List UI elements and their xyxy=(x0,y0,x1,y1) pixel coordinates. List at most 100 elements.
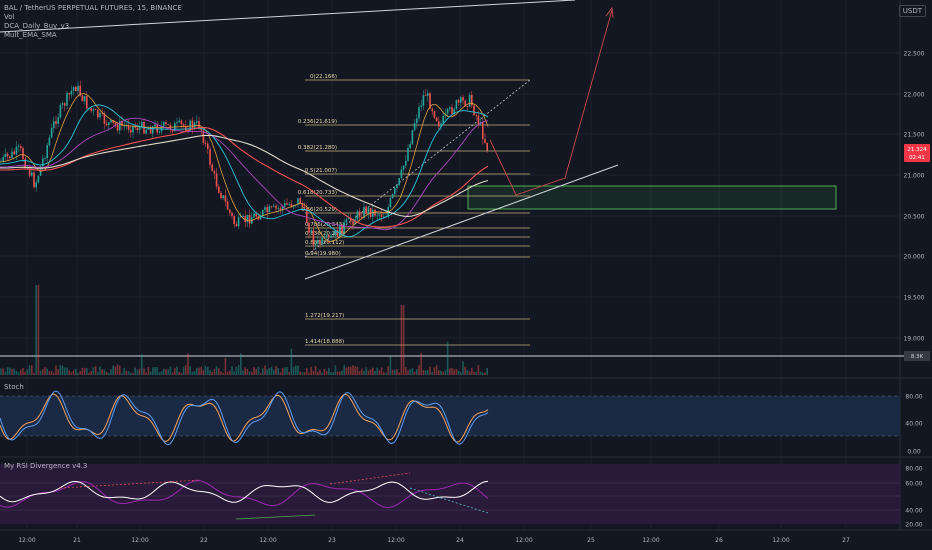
candle-body xyxy=(185,125,187,131)
volume-bar xyxy=(385,372,387,375)
candle-body xyxy=(253,213,255,218)
candle-body xyxy=(328,235,330,238)
volume-bar xyxy=(281,367,284,375)
volume-bar xyxy=(479,371,482,375)
candle-body xyxy=(235,224,238,227)
rsi-line xyxy=(0,480,489,503)
fib-level-label: 0.5(21.007) xyxy=(305,168,337,174)
currency-badge[interactable]: USDT xyxy=(898,5,926,17)
volume-bar xyxy=(127,371,130,375)
candle-body xyxy=(163,122,165,127)
volume-bar xyxy=(455,368,458,375)
candle-body xyxy=(180,120,183,125)
volume-bar xyxy=(134,367,136,375)
volume-bar xyxy=(277,367,279,375)
volume-bar xyxy=(64,367,66,375)
volume-bar xyxy=(438,370,440,375)
candle-body xyxy=(330,235,332,238)
indicator-vol[interactable]: Vol xyxy=(4,13,15,21)
volume-bar xyxy=(442,371,444,375)
volume-bar xyxy=(268,368,271,375)
candle-body xyxy=(303,207,306,209)
candle-body xyxy=(68,93,70,95)
indicator-ema-sma[interactable]: Mult_EMA_SMA xyxy=(4,31,57,39)
fib-level-label: 0.786(20.343) xyxy=(305,222,344,228)
stoch-title: Stoch xyxy=(4,383,24,391)
candle-body xyxy=(396,185,398,189)
time-axis-label: 12:00 xyxy=(259,537,276,544)
fib-level-label: 0(22.166) xyxy=(310,74,337,80)
candle-body xyxy=(473,105,475,116)
volume-bar xyxy=(191,371,194,375)
volume-bar xyxy=(347,366,350,375)
time-axis-label: 12:00 xyxy=(387,537,404,544)
volume-bar xyxy=(180,372,183,375)
candle-body xyxy=(389,198,392,208)
candle-body xyxy=(178,120,180,122)
volume-bar xyxy=(369,369,372,375)
volume-bar xyxy=(152,367,154,375)
volume-bar xyxy=(53,372,55,375)
candle-body xyxy=(297,198,299,205)
candle-body xyxy=(374,209,376,216)
candle-body xyxy=(83,95,86,102)
volume-bar xyxy=(149,371,152,375)
volume-bar xyxy=(273,369,275,375)
candle-body xyxy=(141,122,143,127)
volume-bar xyxy=(376,367,378,375)
candle-body xyxy=(240,216,242,218)
time-axis-label: 27 xyxy=(842,537,850,544)
candle-body xyxy=(306,208,308,223)
candle-body xyxy=(270,206,273,208)
volume-bar xyxy=(101,369,103,375)
volume-bar xyxy=(306,368,308,375)
volume-bar xyxy=(33,372,35,375)
candle-body xyxy=(394,188,396,195)
time-axis-label: 23 xyxy=(328,537,336,544)
volume-bar xyxy=(222,372,224,375)
candle-body xyxy=(167,124,169,125)
time-axis-label: 25 xyxy=(587,537,595,544)
candle-body xyxy=(64,103,66,106)
volume-bar xyxy=(270,366,273,375)
volume-bar xyxy=(444,370,447,375)
volume-bar xyxy=(387,366,389,375)
candle-body xyxy=(9,156,11,159)
candle-body xyxy=(268,206,271,213)
volume-bar xyxy=(163,368,165,375)
bar-countdown: 02:41 xyxy=(909,155,925,161)
volume-bar xyxy=(182,366,185,375)
volume-bar xyxy=(55,365,57,375)
price-axis-label: 20.000 xyxy=(904,254,925,261)
alt-badge-value: 8.3K xyxy=(911,354,924,360)
stoch-axis-label: 0.00 xyxy=(907,449,921,456)
volume-bar xyxy=(31,365,33,375)
volume-bar xyxy=(218,368,220,375)
volume-bar xyxy=(352,365,354,375)
volume-bar xyxy=(90,370,92,375)
candle-body xyxy=(46,145,48,158)
candle-body xyxy=(288,204,290,206)
candle-body xyxy=(273,205,275,207)
volume-bar xyxy=(314,365,317,375)
candle-body xyxy=(446,108,449,114)
indicator-dca[interactable]: DCA_Daily_Buy_v3 xyxy=(4,22,70,30)
stoch-d-line xyxy=(0,393,489,443)
current-price-value: 21.324 xyxy=(907,147,927,153)
volume-bar xyxy=(189,366,191,375)
candle-body xyxy=(334,230,337,236)
volume-bar xyxy=(292,367,295,375)
volume-bar xyxy=(319,369,321,375)
volume-bar xyxy=(46,368,48,375)
candle-body xyxy=(200,128,202,131)
volume-bar xyxy=(114,366,117,375)
candle-body xyxy=(255,213,257,217)
volume-bar xyxy=(99,366,101,375)
candle-body xyxy=(376,215,378,217)
candle-body xyxy=(308,222,310,233)
volume-bar xyxy=(202,369,205,375)
support-trendline xyxy=(304,164,619,280)
candle-body xyxy=(372,209,374,217)
volume-bar xyxy=(198,367,200,375)
